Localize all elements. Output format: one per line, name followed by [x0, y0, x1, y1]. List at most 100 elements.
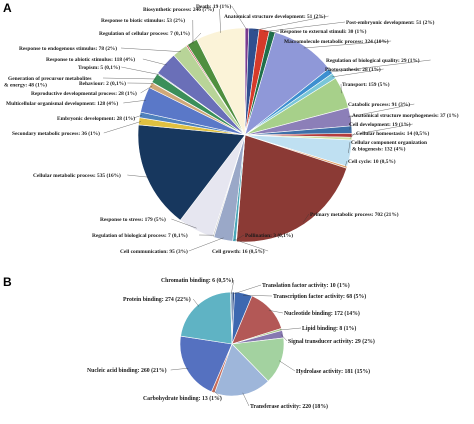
pie-a-label-cellular-component-organization-and-biogenesis: Cellular component organization & biogene…: [351, 140, 427, 153]
pie-b-leader-transcription-factor-activity: [242, 295, 273, 297]
pie-a-leader-cellular-homeostasis: [349, 132, 356, 139]
pie-a-slice-primary-metabolic-process: [236, 134, 348, 243]
pie-b-slice-chromatin-binding: [230, 291, 233, 345]
pie-a-label-generation-of-precursor-metabolites-and-energy: Generation of precursor metabolites & ene…: [4, 76, 92, 89]
pie-a-leader-post-embryonic-development: [263, 21, 346, 32]
panel-b-letter: B: [3, 275, 12, 289]
pie-b-label-nucleotide-binding: Nucleotide binding: 172 (14%): [284, 310, 360, 317]
pie-a-leader-macromolecule-metabolic-process: [303, 40, 392, 49]
pie-a-label-regulation-of-biological-quality: Regulation of biological quality: 29 (1%…: [326, 57, 420, 64]
pie-a-leader-cell-growth: [234, 239, 269, 252]
pie-a-leader-embryonic-development: [133, 115, 142, 119]
pie-a-label-macromolecule-metabolic-process: Macromolecule metabolic process: 324 (10…: [284, 38, 389, 45]
pie-a-label-cellular-homeostasis: Cellular homeostasis: 14 (0,5%): [356, 130, 429, 137]
pie-a-label-catabolic-process: Catabolic process: 91 (3%): [348, 101, 410, 108]
pie-a-leader-death: [231, 5, 248, 31]
pie-a-leader-cell-development: [349, 123, 413, 136]
pie-b-leader-nucleic-acid-binding: [170, 368, 189, 371]
pie-b-slice-transferase-activity: [214, 343, 269, 397]
pie-a-label-transport: Transport: 159 (5%): [342, 81, 390, 88]
pie-a-leader-primary-metabolic-process: [302, 213, 310, 223]
pie-a-label-cellular-metabolic-process: Cellular metabolic process: 535 (16%): [33, 172, 121, 179]
pie-a-leader-cell-cycle: [344, 160, 348, 167]
pie-a-leader-cellular-component-organization-and-biogenesis: [348, 141, 351, 154]
pie-b-leader-transferase-activity: [242, 392, 250, 407]
pie-a-leader-regulation-of-cellular-process: [187, 32, 202, 48]
pie-a-label-cell-communication: Cell communication: 95 (3%): [120, 248, 188, 255]
pie-a-label-biosynthetic-process: Biosynthetic process: 246 (7%): [143, 6, 214, 13]
pie-a-label-response-to-biotic-stimulus: Response to biotic stimulus: 53 (2%): [101, 17, 185, 24]
pie-a-label-response-to-external-stimuli: Response to external stimuli: 30 (1%): [280, 28, 367, 35]
pie-b-leader-lines: [170, 279, 302, 407]
pie-a-label-cell-cycle: Cell cycle: 10 (0,5%): [348, 158, 396, 165]
pie-b-label-lipid-binding: Lipid binding: 8 (1%): [302, 325, 356, 332]
pie-a-leader-tropism: [121, 66, 160, 75]
pie-a-label-post-embryonic-development: Post-embryonic development: 51 (2%): [346, 19, 435, 26]
pie-a-leader-catabolic-process: [348, 103, 415, 118]
pie-b-leader-protein-binding: [193, 298, 200, 307]
pie-a-slice-cellular-metabolic-process: [137, 124, 246, 221]
pie-a-label-anatomical-structure-development: Anatomical structure development: 51 (2%…: [224, 13, 326, 20]
pie-b-label-signal-transducer-activity: Signal transducer activity: 29 (2%): [288, 338, 375, 345]
pie-a-label-photosynthesis: Photosynthesis: 28 (1%): [325, 66, 381, 73]
pie-a-leader-generation-of-precursor-metabolites-and-energy: [102, 77, 157, 80]
pie-a-leader-anatomical-structure-morphogenesis: [349, 114, 352, 130]
pie-a-label-death: Death: 19 (1%): [196, 3, 232, 10]
pie-a-leader-reproductive-developmental-process: [140, 85, 153, 94]
pie-a-label-cell-development: Cell development: 19 (1%): [349, 121, 411, 128]
pie-a-leader-anatomical-structure-development: [253, 15, 329, 31]
pie-b-leader-lipid-binding: [279, 327, 302, 331]
pie-a-leader-photosynthesis: [332, 68, 384, 78]
pie-b-slice-protein-binding: [180, 291, 233, 345]
pie-b-label-nucleic-acid-binding: Nucleic acid binding: 260 (21%): [87, 367, 167, 374]
pie-a-leader-response-to-external-stimuli: [271, 30, 280, 34]
pie-a-label-response-to-abiotic-stimulus: Response to abiotic stimulus: 118 (4%): [46, 56, 135, 63]
pie-b-leader-carbohydrate-binding: [213, 390, 222, 399]
pie-a-leader-pollination: [236, 234, 245, 240]
pie-b-label-transferase-activity: Transferase activity: 220 (18%): [250, 403, 328, 410]
pie-a-label-anatomical-structure-morphogenesis: Anatomical structure morphogenesis: 37 (…: [352, 112, 459, 119]
pie-b-label-chromatin-binding: Chromatin binding: 6 (0,5%): [161, 277, 233, 284]
pie-b-label-translation-factor-activity: Translation factor activity: 10 (1%): [262, 282, 350, 289]
pie-b-label-hydrolase-activity: Hydrolase activity: 181 (15%): [296, 368, 370, 375]
pie-a-label-multicellular-organismal-development: Multicellular organismal development: 12…: [6, 100, 118, 107]
pie-b-label-transcription-factor-activity: Transcription factor activity: 68 (5%): [273, 293, 366, 300]
pie-a-leader-response-to-stress: [171, 218, 197, 229]
pie-a-leader-multicellular-organismal-development: [123, 100, 146, 104]
pie-a-leader-biosynthetic-process: [219, 8, 221, 33]
pie-a-label-secondary-metabolic-process: Secondary metabolic process: 36 (1%): [12, 130, 100, 137]
pie-b-slice-nucleic-acid-binding: [179, 335, 233, 393]
pie-a-label-regulation-of-biological-process: Regulation of biological process: 7 (0,1…: [92, 232, 188, 239]
pie-b-leader-hydrolase-activity: [279, 360, 296, 372]
pie-a-label-response-to-endogenous-stimulus: Response to endogenous stimulus: 78 (2%): [19, 45, 117, 52]
pie-a-label-embryonic-development: Embryonic development: 28 (1%): [57, 115, 135, 122]
pie-a-leader-secondary-metabolic-process: [103, 121, 141, 134]
pie-a-slice-biosynthetic-process: [196, 27, 246, 136]
pie-a-leader-response-to-endogenous-stimulus: [120, 47, 182, 52]
pie-a-label-tropism: Tropism: 5 (0,1%): [78, 64, 120, 71]
pie-b-leader-signal-transducer-activity: [280, 334, 288, 342]
pie-a-label-reproductive-developmental-process: Reproductive developmental process: 28 (…: [31, 90, 137, 97]
pie-b-leader-chromatin-binding: [231, 279, 235, 295]
pie-b: [179, 291, 285, 397]
pie-b-leader-translation-factor-activity: [233, 284, 262, 295]
pie-b-leader-nucleotide-binding: [268, 310, 284, 314]
pie-b-label-carbohydrate-binding: Carbohydrate binding: 13 (1%): [143, 395, 222, 402]
pie-a-label-cell-growth: Cell growth: 16 (0,5%): [212, 248, 265, 255]
pie-a-leader-response-to-abiotic-stimulus: [142, 58, 167, 66]
pie-a-label-primary-metabolic-process: Primary metabolic process: 702 (21%): [310, 211, 399, 218]
pie-a-leader-cellular-metabolic-process: [127, 174, 149, 178]
pie-a-label-pollination: Pollination: 3 (0,1%): [245, 232, 293, 239]
pie-a-leader-cell-communication: [188, 237, 224, 252]
pie-a-labels: Death: 19 (1%) Anatomical structure devel…: [4, 3, 459, 255]
pie-a-leader-lines: [102, 5, 431, 252]
pie-a-label-regulation-of-cellular-process: Regulation of cellular process: 7 (0,1%): [99, 30, 190, 37]
panel-a-letter: A: [3, 1, 12, 15]
pie-a-label-behaviour: Behaviour: 2 (0,1%): [79, 80, 126, 87]
pie-a-leader-regulation-of-biological-quality: [329, 59, 431, 73]
pie-a-label-response-to-stress: Response to stress: 179 (5%): [100, 216, 166, 223]
pie-b-labels: Translation factor activity: 10 (1%) Tran…: [87, 277, 375, 410]
pie-b-label-protein-binding: Protein binding: 274 (22%): [123, 296, 191, 303]
